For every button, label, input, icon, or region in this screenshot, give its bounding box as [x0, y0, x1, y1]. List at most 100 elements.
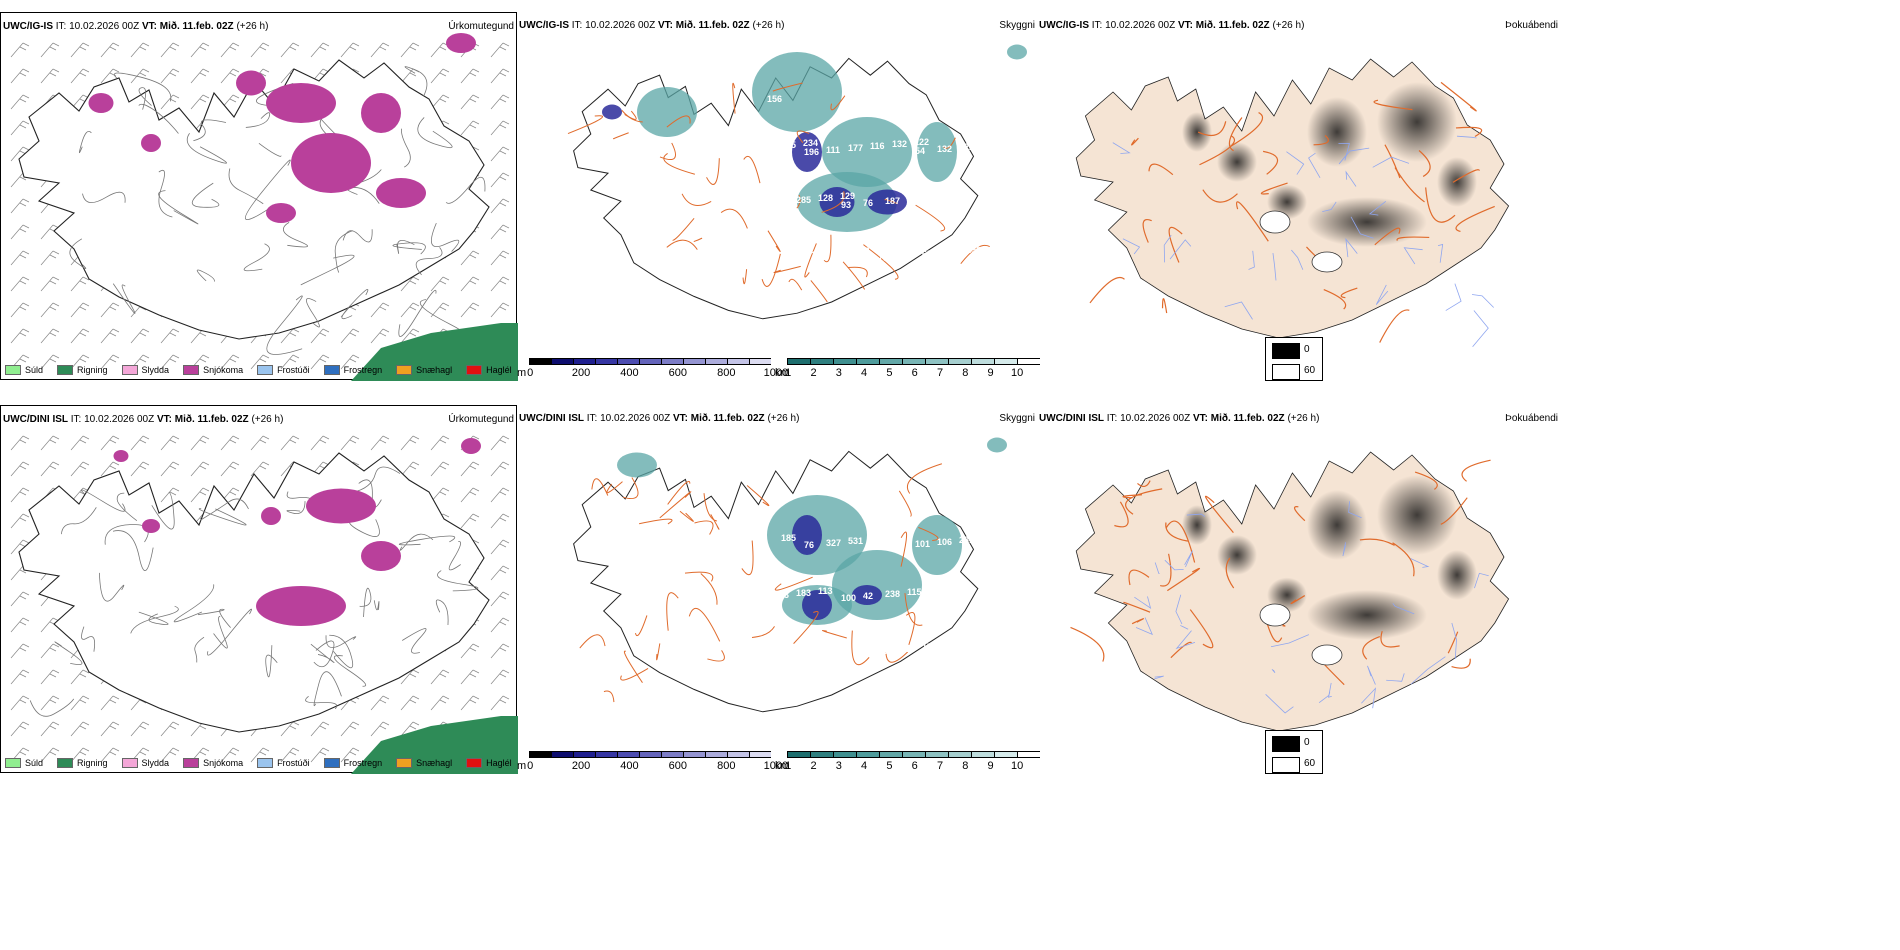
road [918, 526, 939, 541]
cloud-base-value: 128 [818, 193, 833, 203]
map-line [158, 190, 199, 225]
wind-barb [100, 302, 120, 318]
map-line [54, 641, 83, 665]
river [1372, 156, 1410, 168]
road [822, 629, 847, 639]
lead-time: (+26 h) [1272, 20, 1305, 31]
colorbar-tick: 5 [886, 760, 893, 772]
colorbar-block [639, 358, 661, 365]
wind-barb [10, 487, 30, 503]
fog-map [1070, 451, 1510, 732]
map-line [404, 66, 428, 97]
wind-barb [40, 461, 60, 477]
cloud-base-value: 196 [804, 147, 819, 157]
fog-panel: UWC/IG-IS IT: 10.02.2026 00Z VT: Mið. 11… [1037, 12, 1560, 380]
river [1327, 691, 1332, 698]
iceland-outline [573, 450, 979, 713]
river [1271, 668, 1276, 674]
wind-barb [490, 250, 510, 266]
wind-barb [400, 68, 420, 84]
wind-barb [490, 461, 510, 477]
road [1362, 636, 1381, 660]
road [684, 571, 714, 582]
map-line [78, 130, 92, 153]
river [1437, 243, 1444, 263]
cloud-base-value: 78 [767, 487, 777, 497]
river [1342, 542, 1346, 557]
river [1361, 687, 1377, 709]
colorbar-block [573, 358, 595, 365]
wind-barb [10, 42, 30, 58]
legend-item: Snæhagl [396, 365, 452, 375]
cloud-base-value: 129 [840, 191, 855, 201]
road [634, 615, 648, 637]
cloud-base-value: 56 [789, 645, 799, 655]
wind-barb [340, 435, 360, 451]
low-cloud-area [819, 187, 855, 217]
cloud-base-value: 177 [848, 143, 863, 153]
colorbar-tick: 200 [571, 760, 591, 772]
map-line [173, 584, 215, 623]
road [788, 278, 803, 291]
cloud-area [832, 550, 922, 620]
road [694, 520, 714, 535]
road [960, 244, 990, 265]
wind-barb [10, 435, 30, 451]
wind-barb [460, 94, 480, 110]
wind-barb [70, 328, 90, 344]
road [793, 611, 819, 644]
river [1224, 301, 1253, 320]
fog-area [1377, 82, 1457, 162]
low-cloud-area [602, 104, 622, 120]
wind-barb [70, 435, 90, 451]
road [624, 110, 637, 120]
colorbar-block [787, 358, 810, 365]
fog-legend-swatch [1272, 343, 1300, 359]
legend-swatch [121, 758, 138, 768]
wind-barb [70, 68, 90, 84]
wind-barb [490, 643, 510, 659]
wind-barb [310, 42, 330, 58]
road [796, 130, 810, 144]
colorbar-block [879, 751, 902, 758]
river [1308, 152, 1321, 179]
rivers [1112, 135, 1494, 348]
wind-barb [130, 461, 150, 477]
colorbar-block [551, 358, 573, 365]
legend-swatch [396, 365, 413, 375]
colorbar-block [617, 358, 639, 365]
road [774, 576, 813, 591]
height-colorbar: m 0 200 400 600 800 1000 [517, 358, 788, 379]
colorbar-tick: 8 [962, 760, 969, 772]
wind-barb [490, 435, 510, 451]
road [761, 253, 781, 287]
road [907, 463, 943, 494]
model-name: UWC/IG-IS [3, 21, 53, 32]
wind-barb [280, 328, 300, 344]
road [823, 234, 832, 263]
colorbar-block [661, 751, 683, 758]
river [1392, 603, 1415, 615]
wind-barb [100, 461, 120, 477]
wind-barb [400, 276, 420, 292]
colorbar-block [683, 751, 705, 758]
cloud-base-value: 75 [878, 253, 888, 263]
road [1114, 501, 1129, 528]
fog-area [1307, 97, 1367, 167]
road [885, 651, 909, 663]
cloud-base-value: 190 [966, 245, 981, 255]
road [863, 244, 899, 280]
map-line [341, 288, 369, 319]
legend-label: Frostregn [343, 758, 383, 768]
snow-area [361, 541, 401, 571]
wind-barb [10, 68, 30, 84]
road [1228, 117, 1243, 152]
wind-barb [490, 513, 510, 529]
vt-label: VT: [1177, 20, 1193, 31]
fog-area [1307, 197, 1427, 247]
colorbar-tick: 9 [987, 760, 994, 772]
legend-item: Snjókoma [183, 365, 243, 375]
wind-barb [340, 747, 360, 763]
vt-label: VT: [156, 414, 172, 425]
map-line [334, 655, 367, 687]
